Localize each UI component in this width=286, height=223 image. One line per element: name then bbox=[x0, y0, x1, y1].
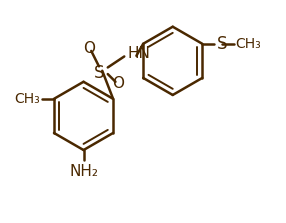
Text: NH₂: NH₂ bbox=[69, 164, 98, 179]
Text: O: O bbox=[84, 41, 96, 56]
Text: O: O bbox=[112, 76, 124, 91]
Text: S: S bbox=[94, 64, 105, 82]
Text: CH₃: CH₃ bbox=[235, 37, 261, 51]
Text: HN: HN bbox=[128, 46, 150, 61]
Text: CH₃: CH₃ bbox=[14, 92, 40, 106]
Text: S: S bbox=[217, 35, 227, 53]
